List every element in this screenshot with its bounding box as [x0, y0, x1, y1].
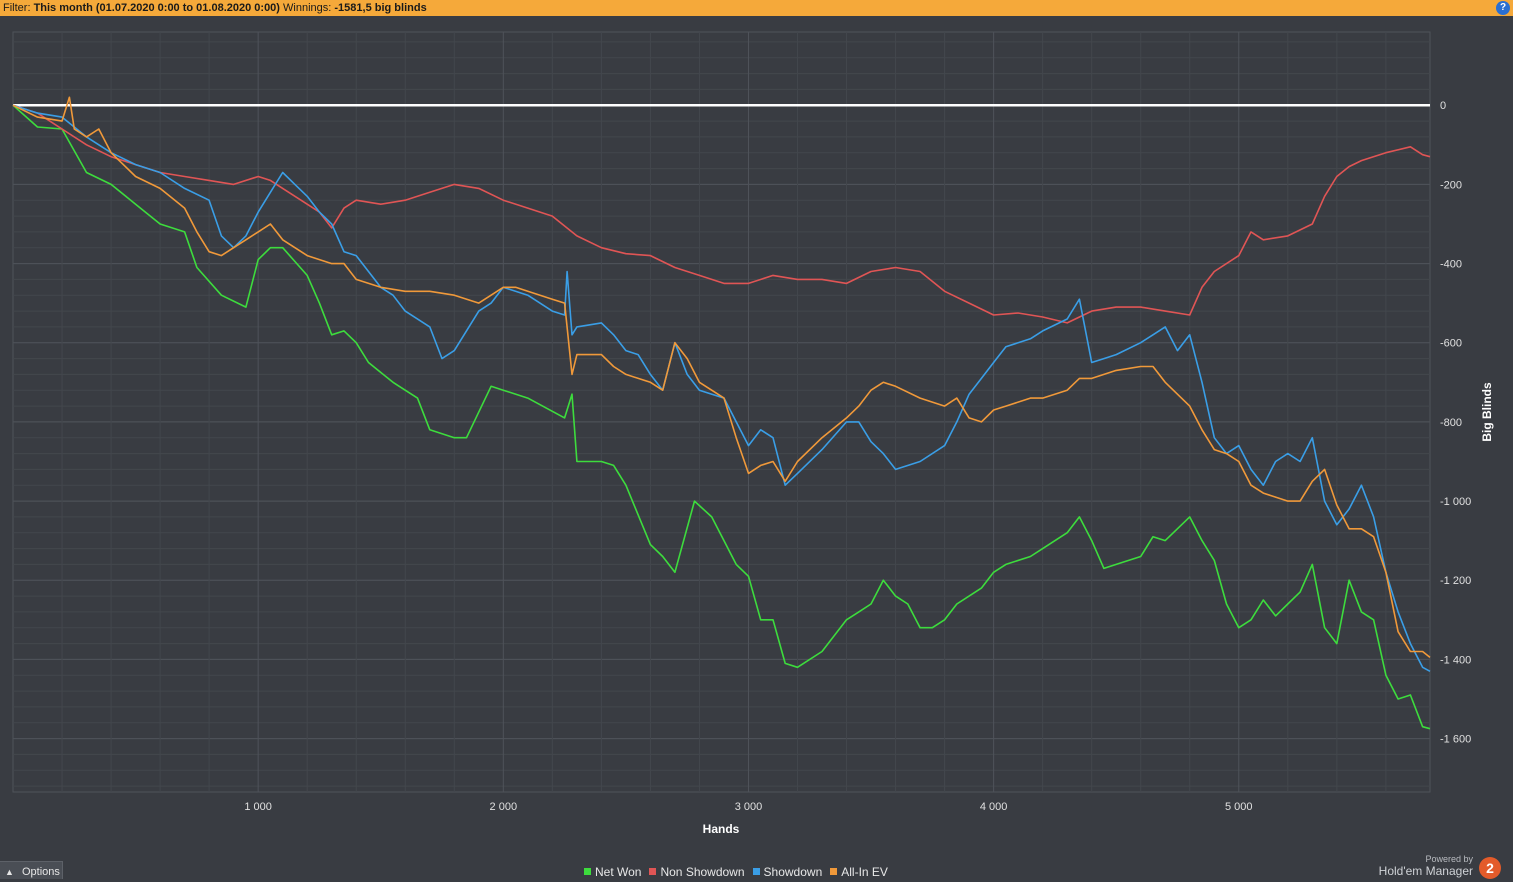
y-axis-label: Big Blinds [1480, 382, 1494, 442]
legend-swatch [649, 868, 657, 875]
y-tick-label: 0 [1440, 100, 1446, 112]
filter-value[interactable]: This month (01.07.2020 0:00 to 01.08.202… [33, 2, 280, 14]
legend-swatch [752, 868, 760, 875]
legend-item[interactable]: Showdown [752, 865, 823, 879]
y-tick-label: -600 [1440, 338, 1462, 350]
grid [13, 32, 1430, 792]
filter-label: Filter: [3, 2, 31, 14]
series-line-net-won [12, 104, 1431, 730]
y-tick-label: -800 [1440, 417, 1462, 429]
x-tick-label: 5 000 [1225, 801, 1253, 813]
brand-name: Hold'em Manager [1378, 864, 1473, 878]
winnings-graph: 0 -200 -400 -600 -800 -1 000 -1 200 -1 400 -1 60… [12, 31, 1494, 836]
legend-swatch [584, 868, 591, 875]
x-axis-label: Hands [703, 822, 740, 836]
brand-powered-by: Powered by [1425, 854, 1473, 864]
chevron-up-icon: ▲ [5, 867, 14, 877]
y-tick-label: -400 [1440, 259, 1462, 271]
filter-text: Filter: This month (01.07.2020 0:00 to 0… [3, 0, 427, 16]
x-tick-label: 2 000 [490, 801, 518, 813]
legend-label: Showdown [763, 865, 823, 879]
legend-item[interactable]: Net Won [584, 865, 641, 879]
winnings-value: -1581,5 big blinds [334, 2, 427, 14]
options-button[interactable]: ▲ Options [0, 861, 63, 879]
legend-label: Net Won [595, 865, 642, 879]
x-tick-label: 3 000 [735, 801, 763, 813]
series-lines [12, 96, 1431, 730]
legend-item[interactable]: Non Showdown [649, 865, 745, 879]
legend-label: Non Showdown [660, 865, 745, 879]
x-axis-ticks: 1 000 2 000 3 000 4 000 5 000 [244, 801, 1252, 813]
y-axis-ticks: 0 -200 -400 -600 -800 -1 000 -1 200 -1 400 -1 60… [1440, 100, 1471, 745]
filter-bar: Filter: This month (01.07.2020 0:00 to 0… [0, 0, 1513, 16]
help-icon[interactable]: ? [1496, 1, 1510, 15]
y-tick-label: -200 [1440, 179, 1462, 191]
x-tick-label: 1 000 [244, 801, 272, 813]
legend-item[interactable]: All-In EV [830, 865, 888, 879]
brand: Powered by Hold'em Manager 2 [1361, 853, 1501, 879]
options-label: Options [22, 866, 60, 878]
hem2-logo-icon: 2 [1479, 857, 1501, 879]
y-tick-label: -1 200 [1440, 575, 1471, 587]
y-tick-label: -1 000 [1440, 496, 1471, 508]
legend-label: All-In EV [841, 865, 888, 879]
legend-swatch [830, 868, 838, 875]
series-line-showdown [12, 104, 1431, 673]
winnings-label: Winnings: [283, 2, 332, 14]
series-line-non-showdown [12, 104, 1431, 324]
x-tick-label: 4 000 [980, 801, 1008, 813]
y-tick-label: -1 600 [1440, 734, 1471, 746]
legend: Net Won Non Showdown Showdown All-In EV [584, 865, 896, 879]
plot-area [12, 31, 1431, 793]
series-line-all-in-ev [12, 96, 1431, 659]
y-tick-label: -1 400 [1440, 654, 1471, 666]
